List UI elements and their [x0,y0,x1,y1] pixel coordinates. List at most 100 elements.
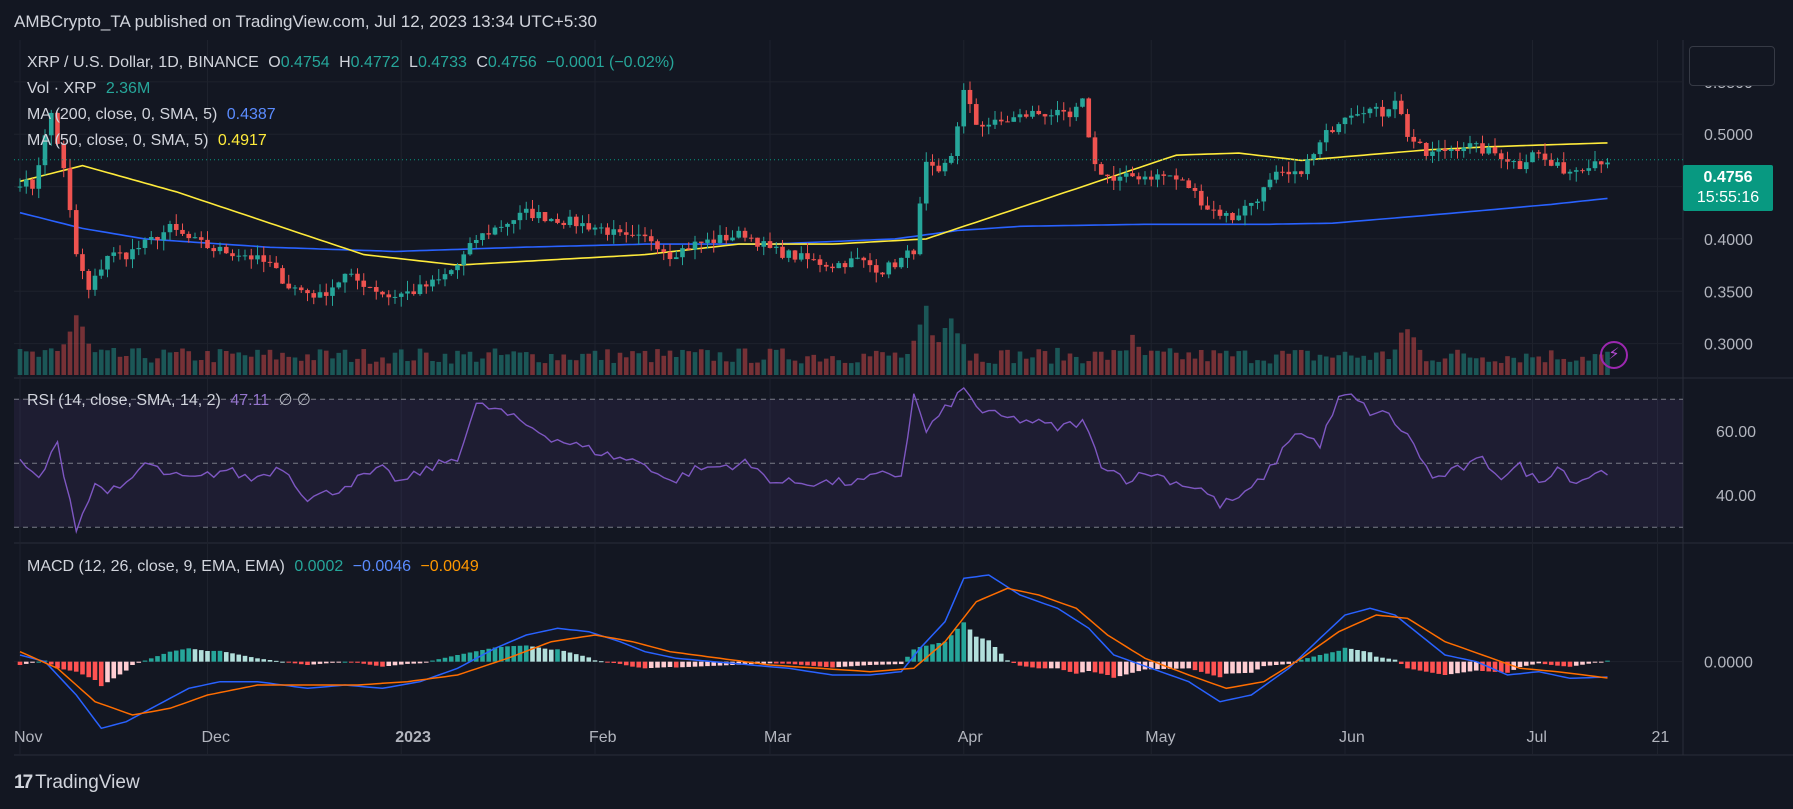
candle-body [980,124,985,127]
macd-histogram-bar [1011,661,1017,663]
bolt-icon[interactable]: ⚡ [1600,341,1628,369]
candle-body [1561,162,1567,174]
macd-histogram-bar [1555,661,1560,666]
macd-histogram-bar [511,646,517,662]
volume-bar [92,352,98,375]
volume-bar [592,350,598,375]
candle-body [555,218,560,223]
candle-body [517,212,523,221]
macd-histogram-bar [1105,661,1110,675]
candle-body [936,165,942,172]
volume-bar [805,356,810,375]
candle-body [148,236,154,240]
macd-histogram-bar [205,651,210,662]
macd-histogram-bar [1592,661,1598,663]
volume-bar [1142,355,1148,375]
volume-bar [1467,357,1473,375]
candle-body [236,255,242,257]
macd-histogram-bar [411,661,417,664]
volume-bar [686,351,692,375]
macd-histogram-bar [767,661,773,664]
macd-histogram-bar [805,661,810,666]
volume-bar [192,360,198,375]
volume-bar [167,352,173,375]
macd-histogram-bar [648,661,654,668]
volume-bar [542,363,548,375]
tradingview-logo[interactable]: 17 TradingView [14,772,140,794]
volume-bar [330,358,335,375]
change-value: −0.0001 (−0.02%) [546,54,675,71]
volume-bar [1286,353,1292,375]
candle-body [1142,176,1148,180]
macd-histogram-bar [1436,661,1442,674]
macd-histogram-bar [1123,661,1129,675]
volume-bar [923,305,929,375]
macd-histogram-bar [1255,661,1260,670]
macd-histogram-bar [705,661,710,667]
volume-bar [111,347,117,375]
candle-body [1542,153,1548,160]
macd-histogram-bar [1042,661,1048,669]
candle-body [1480,143,1485,154]
candle-body [1042,114,1048,117]
macd-histogram-bar [136,661,142,663]
volume-bar [1061,360,1067,375]
candle-body [1380,106,1385,117]
macd-histogram-bar [680,661,685,668]
volume-bar [736,348,742,375]
macd-histogram-bar [130,661,135,665]
macd-histogram-bar [192,649,198,662]
macd-histogram-bar [311,661,317,665]
macd-histogram-bar [267,660,273,662]
ma200-legend[interactable]: MA (200, close, 0, SMA, 5) 0.4387 [27,106,281,124]
macd-histogram-bar [236,654,242,662]
macd-histogram-bar [1605,660,1610,662]
candle-body [1486,147,1492,154]
volume-bar [1223,350,1229,375]
macd-histogram-bar [1267,661,1273,666]
macd-histogram-bar [1530,661,1535,665]
symbol-title[interactable]: XRP / U.S. Dollar, 1D, BINANCE [27,54,259,71]
candle-body [1523,162,1529,170]
macd-histogram-bar [1517,661,1523,667]
volume-bar [1055,347,1060,375]
volume-bar [561,354,567,375]
macd-legend[interactable]: MACD (12, 26, close, 9, EMA, EMA) 0.0002… [27,558,484,576]
volume-bar [423,352,429,375]
volume-bar [1555,359,1560,375]
candle-body [1148,176,1154,180]
candle-body [592,227,598,230]
volume-bar [1455,349,1460,375]
macd-line [19,574,1608,730]
macd-histogram-bar [173,650,179,662]
macd-histogram-bar [1548,661,1554,665]
candle-body [1211,209,1217,211]
volume-bar [1523,353,1529,375]
volume-bar [1598,354,1604,375]
ma50-legend[interactable]: MA (50, close, 0, SMA, 5) 0.4917 [27,132,272,150]
volume-bar [1373,352,1379,375]
candle-body [955,126,960,156]
volume-bar [861,353,867,375]
price-scale-settings-box[interactable] [1689,46,1775,86]
candle-body [142,239,148,248]
volume-legend[interactable]: Vol · XRP 2.36M [27,80,155,98]
candle-body [605,227,610,235]
candle-body [1136,176,1142,180]
candle-body [1067,111,1073,118]
candle-body [567,216,573,226]
volume-bar [580,353,585,375]
volume-bar [230,353,235,375]
rsi-legend[interactable]: RSI (14, close, SMA, 14, 2) 47.11 ∅ ∅ [27,390,316,410]
volume-bar [142,358,148,375]
candle-body [1286,171,1292,175]
candle-body [1080,98,1085,107]
macd-histogram-bar [1311,656,1317,662]
volume-bar [911,340,917,375]
macd-histogram-bar [273,660,279,662]
volume-bar [130,348,135,375]
candle-body [1330,130,1335,133]
candle-body [1517,161,1523,170]
volume-bar [730,361,735,375]
macd-histogram-bar [473,651,479,662]
